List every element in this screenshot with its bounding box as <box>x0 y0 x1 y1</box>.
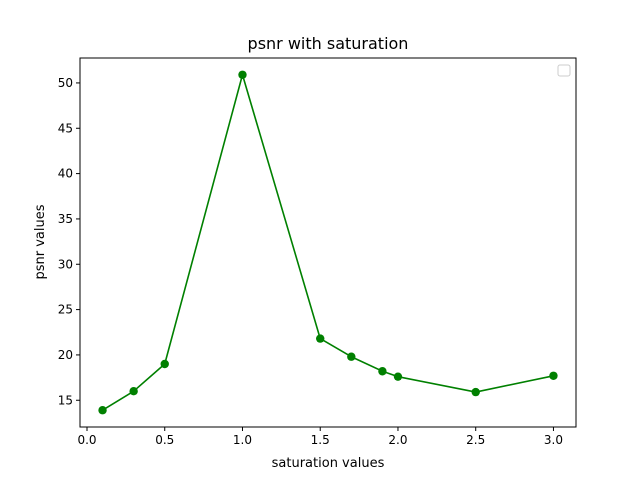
y-tick-label: 20 <box>58 348 73 362</box>
y-tick-label: 45 <box>58 121 73 135</box>
x-axis-ticks: 0.0 0.5 1.0 1.5 2.0 2.5 3.0 <box>77 427 563 447</box>
x-tick-label: 2.0 <box>388 433 407 447</box>
x-axis-label: saturation values <box>272 456 385 471</box>
y-tick-label: 30 <box>58 257 73 271</box>
data-point <box>378 367 387 376</box>
y-axis-label: psnr values <box>33 204 48 279</box>
x-tick-label: 2.5 <box>466 433 485 447</box>
y-tick-label: 15 <box>58 393 73 407</box>
legend-box <box>557 64 571 77</box>
data-point <box>347 352 356 361</box>
x-tick-label: 0.0 <box>77 433 96 447</box>
y-tick-label: 35 <box>58 212 73 226</box>
data-point <box>160 359 169 369</box>
data-point <box>471 387 480 397</box>
y-tick-label: 40 <box>58 167 73 181</box>
x-tick-label: 0.5 <box>155 433 174 447</box>
series-line <box>102 73 554 411</box>
y-axis-ticks: 15 20 25 30 35 40 45 50 <box>58 76 80 407</box>
x-tick-label: 3.0 <box>544 433 563 447</box>
y-tick-label: 50 <box>58 76 73 90</box>
data-point <box>393 372 403 381</box>
plot-frame <box>79 57 577 428</box>
data-point <box>98 406 107 415</box>
data-point <box>316 334 325 343</box>
data-point <box>129 386 138 396</box>
x-tick-label: 1.0 <box>233 433 252 447</box>
data-point <box>549 371 558 380</box>
x-tick-label: 1.5 <box>311 433 330 447</box>
chart-title: psnr with saturation <box>248 34 409 53</box>
plot-area <box>98 70 558 415</box>
y-tick-label: 25 <box>58 303 73 317</box>
data-point <box>238 70 247 79</box>
